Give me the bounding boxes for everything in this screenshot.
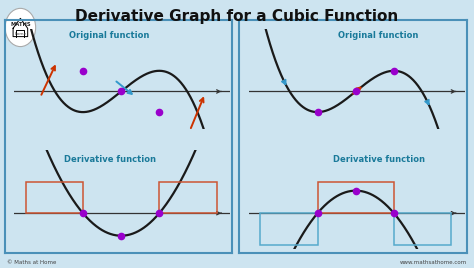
Text: © Maths at Home: © Maths at Home xyxy=(7,260,56,265)
Text: home: home xyxy=(14,32,27,36)
Text: Original function: Original function xyxy=(338,31,419,40)
Text: MATHS: MATHS xyxy=(10,22,31,27)
Text: www.mathsathome.com: www.mathsathome.com xyxy=(400,260,467,265)
Bar xyxy=(159,182,217,213)
Bar xyxy=(394,213,451,245)
Text: Derivative function: Derivative function xyxy=(64,155,155,163)
Text: Derivative function: Derivative function xyxy=(333,155,425,163)
Text: Original function: Original function xyxy=(70,31,150,40)
Circle shape xyxy=(5,8,36,47)
Bar xyxy=(318,182,394,213)
Bar xyxy=(26,182,83,213)
Text: Derivative Graph for a Cubic Function: Derivative Graph for a Cubic Function xyxy=(75,9,399,24)
Bar xyxy=(260,213,318,245)
